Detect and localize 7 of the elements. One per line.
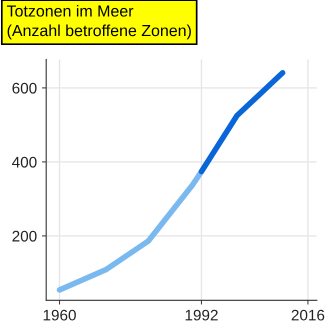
y-tick-label: 600 [12, 82, 37, 94]
x-tick-label: 1960 [44, 310, 76, 321]
chart-title: Totzonen im Meer (Anzahl betroffene Zonen) [6, 4, 191, 40]
y-tick-label: 400 [12, 156, 37, 168]
x-tick-label: 1992 [186, 310, 218, 321]
y-tick-label: 200 [12, 230, 37, 242]
x-tick-label: 2016 [292, 310, 324, 321]
